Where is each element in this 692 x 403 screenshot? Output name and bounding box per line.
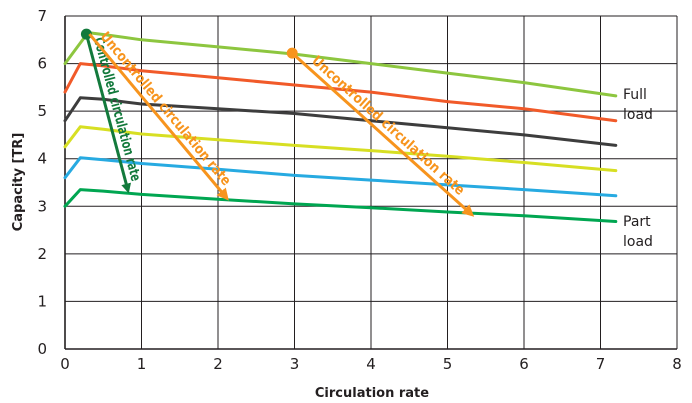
y-tick-label: 6	[37, 55, 47, 73]
grid	[64, 15, 678, 350]
y-tick-label: 2	[37, 245, 47, 263]
series-line	[63, 156, 618, 198]
annotation-arrows: Controlled circulation rateUncontrolled …	[80, 28, 475, 217]
x-tick-label: 8	[672, 355, 682, 373]
x-tick-label: 0	[60, 355, 70, 373]
series-line	[63, 125, 618, 173]
x-tick-label: 4	[366, 355, 376, 373]
series-line	[63, 96, 618, 147]
x-tick-label: 3	[290, 355, 300, 373]
part-load-label: Part load	[623, 214, 655, 250]
part-load-line-2: load	[623, 234, 653, 250]
series-line	[63, 188, 618, 223]
series-line	[63, 31, 618, 98]
x-tick-label: 7	[596, 355, 606, 373]
y-tick-label: 1	[37, 292, 47, 310]
annotation-arrow	[88, 33, 229, 201]
arrow-start-dot	[80, 28, 92, 40]
series-lines	[63, 31, 618, 223]
y-tick-label: 3	[37, 197, 47, 215]
annotation-arrow	[291, 51, 475, 217]
y-tick-label: 5	[37, 102, 47, 120]
arrow-start-dot	[286, 47, 298, 59]
full-load-label: Full load	[623, 87, 653, 123]
full-load-line-1: Full	[623, 87, 647, 103]
tick-labels: 0 1 2 3 4 5 6 7 8 0 1 2 3 4 5 6 7	[37, 7, 681, 373]
x-tick-label: 1	[137, 355, 147, 373]
x-tick-label: 6	[519, 355, 529, 373]
full-load-line-2: load	[623, 107, 653, 123]
series-line	[63, 62, 618, 123]
part-load-line-1: Part	[623, 214, 651, 230]
annotation-arrow	[84, 33, 132, 194]
x-tick-label: 2	[213, 355, 223, 373]
x-axis-title: Circulation rate	[315, 386, 429, 401]
y-axis-title: Capacity [TR]	[11, 133, 26, 232]
y-tick-label: 4	[37, 150, 47, 168]
x-tick-label: 5	[443, 355, 453, 373]
y-tick-label: 7	[37, 7, 47, 25]
y-tick-label: 0	[37, 340, 47, 358]
